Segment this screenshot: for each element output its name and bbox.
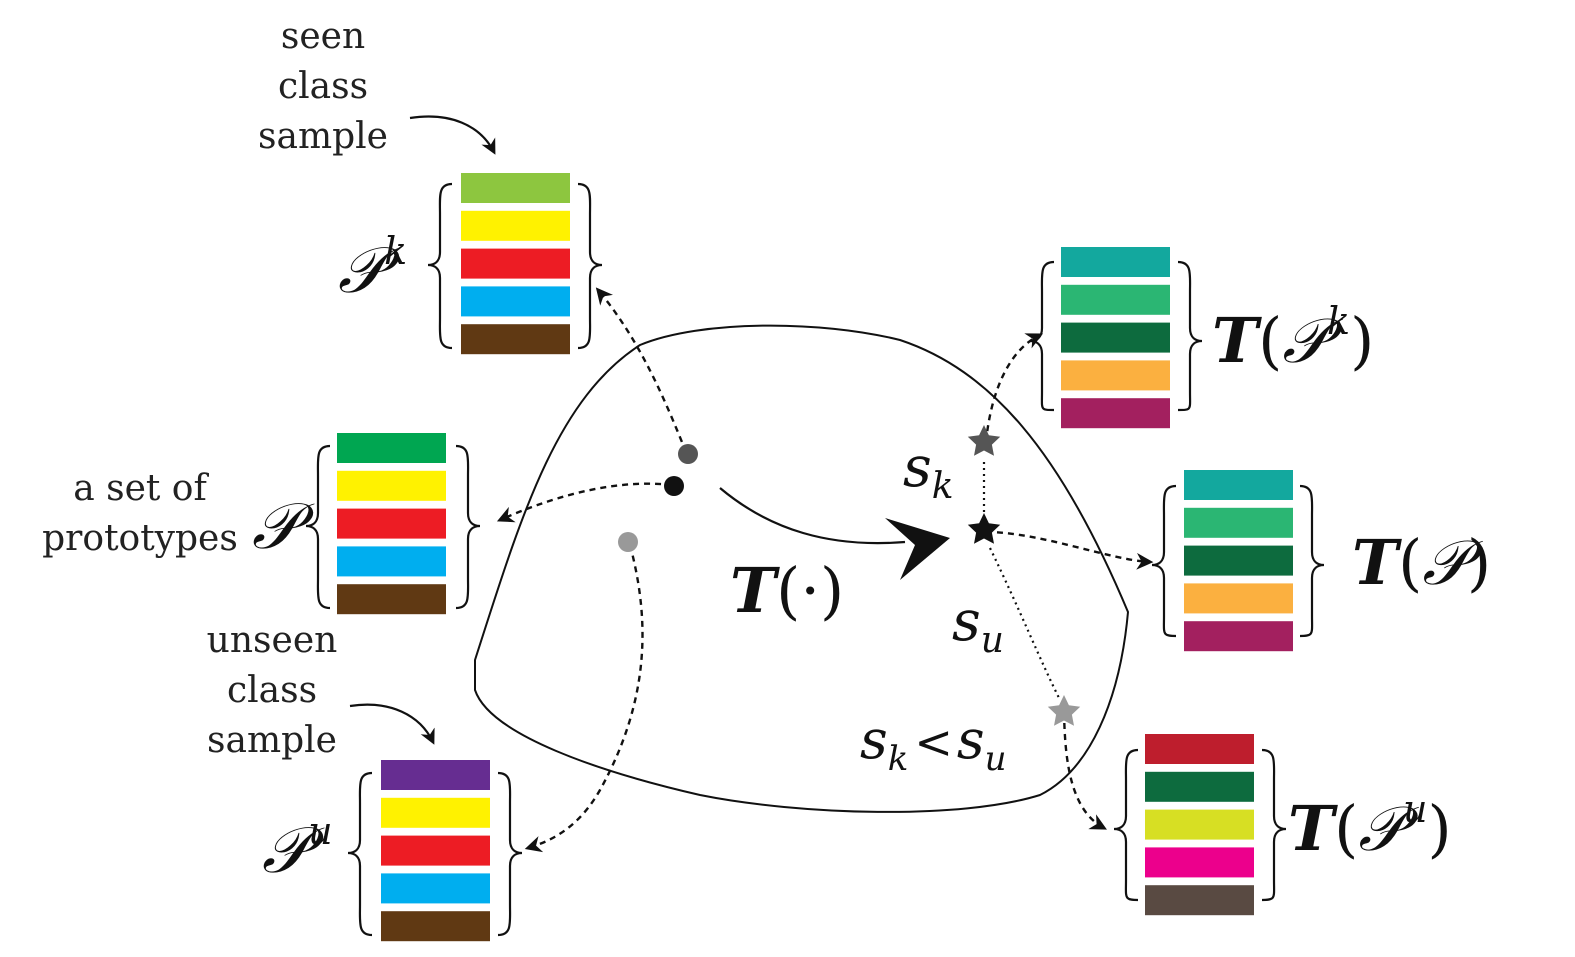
stack-Pk-bar-1 bbox=[461, 210, 570, 241]
braces bbox=[305, 182, 1325, 937]
prototypes-line1: a set of bbox=[73, 468, 209, 509]
sample-point-light bbox=[618, 532, 638, 552]
stack-TPk-bar-4 bbox=[1061, 398, 1170, 429]
stack-TP-bar-2 bbox=[1184, 545, 1293, 576]
stack-TPk bbox=[1061, 247, 1170, 429]
stack-TPu-bar-4 bbox=[1145, 885, 1254, 916]
arrow-point-to-Pk bbox=[595, 287, 688, 453]
label-TPk: T(𝒫k) bbox=[1212, 299, 1374, 377]
stack-Pu-bar-4 bbox=[381, 911, 490, 942]
brace-Pk-right bbox=[577, 182, 603, 350]
stack-TPk-bar-0 bbox=[1061, 247, 1170, 277]
label-T-transform: T(·) bbox=[730, 554, 844, 627]
brace-Pu-left bbox=[347, 771, 373, 937]
stack-TP-bar-3 bbox=[1184, 583, 1293, 614]
transform-arrowhead bbox=[885, 518, 950, 580]
stack-TPu-bar-1 bbox=[1145, 771, 1254, 802]
similarity-line-su bbox=[989, 547, 1061, 701]
stack-TPu bbox=[1145, 734, 1254, 916]
stack-Pu-bar-0 bbox=[381, 760, 490, 790]
stack-TPk-bar-1 bbox=[1061, 284, 1170, 315]
brace-TP-right bbox=[1299, 484, 1325, 638]
stack-TPk-bar-2 bbox=[1061, 322, 1170, 353]
stack-Pk-bar-3 bbox=[461, 286, 570, 317]
stack-P-bar-1 bbox=[337, 470, 446, 501]
label-Pk: 𝒫k bbox=[338, 229, 407, 308]
label-TPu: T(𝒫u) bbox=[1288, 787, 1452, 865]
stack-TP bbox=[1184, 470, 1293, 652]
stack-TPk-bar-3 bbox=[1061, 360, 1170, 391]
stack-TPu-bar-2 bbox=[1145, 809, 1254, 840]
prototypes-line2: prototypes bbox=[42, 518, 238, 559]
arrow-point-to-Pu bbox=[524, 544, 644, 853]
stack-P-bar-2 bbox=[337, 508, 446, 539]
stack-Pu bbox=[381, 760, 490, 942]
arrow-star-to-TPk bbox=[984, 333, 1044, 443]
label-su: su bbox=[952, 589, 1004, 661]
stack-Pk-bar-2 bbox=[461, 248, 570, 279]
brace-P-right bbox=[455, 444, 481, 610]
arrow-star-to-TP bbox=[985, 530, 1154, 570]
arrow-point-to-P bbox=[496, 482, 673, 523]
sample-point-dark bbox=[664, 476, 684, 496]
label-TP: T(𝒫) bbox=[1352, 526, 1491, 599]
brace-TP-left bbox=[1151, 484, 1177, 638]
brace-TPk-right bbox=[1177, 260, 1203, 412]
stack-TP-bar-0 bbox=[1184, 470, 1293, 500]
brace-Pu-right bbox=[497, 771, 523, 937]
brace-TPu-left bbox=[1113, 748, 1139, 902]
star-Tk-icon bbox=[967, 425, 1001, 456]
brace-TPu-right bbox=[1261, 748, 1287, 902]
star-Tu-icon bbox=[1047, 695, 1081, 726]
sample-point-mid bbox=[678, 444, 698, 464]
unseen-sample-line2: class bbox=[227, 670, 317, 711]
label-sk: sk bbox=[903, 435, 954, 507]
stack-Pu-bar-3 bbox=[381, 873, 490, 904]
seen-sample-line1: seen bbox=[281, 16, 365, 57]
transform-arrow-path bbox=[719, 487, 906, 545]
seen-sample-line2: class bbox=[278, 66, 368, 107]
arrow-seen-sample bbox=[409, 115, 496, 155]
stack-TP-bar-1 bbox=[1184, 507, 1293, 538]
seen-sample-line3: sample bbox=[258, 116, 388, 157]
stack-P-bar-0 bbox=[337, 433, 446, 463]
embedding-space-outline bbox=[474, 324, 1130, 813]
brace-TPk-left bbox=[1029, 260, 1055, 412]
label-P: 𝒫 bbox=[252, 490, 315, 564]
unseen-sample-line1: unseen bbox=[207, 620, 338, 661]
brace-Pk-left bbox=[427, 182, 453, 350]
stack-TP-bar-4 bbox=[1184, 621, 1293, 652]
arrow-unseen-sample bbox=[349, 703, 435, 745]
label-Pu: 𝒫u bbox=[262, 809, 333, 888]
stack-Pu-bar-1 bbox=[381, 797, 490, 828]
stack-Pu-bar-2 bbox=[381, 835, 490, 866]
stack-Pk-bar-4 bbox=[461, 324, 570, 355]
stack-Pk-bar-0 bbox=[461, 173, 570, 203]
brace-P-left bbox=[305, 444, 331, 610]
label-sk-lt-su: sk <su bbox=[860, 708, 1007, 779]
arrow-star-to-TPu bbox=[1062, 711, 1107, 830]
stack-P-bar-4 bbox=[337, 584, 446, 615]
stack-TPu-bar-3 bbox=[1145, 847, 1254, 878]
stack-P bbox=[337, 433, 446, 615]
stack-TPu-bar-0 bbox=[1145, 734, 1254, 764]
unseen-sample-line3: sample bbox=[207, 720, 337, 761]
star-T-icon bbox=[967, 513, 1001, 544]
stack-Pk bbox=[461, 173, 570, 355]
stack-P-bar-3 bbox=[337, 546, 446, 577]
